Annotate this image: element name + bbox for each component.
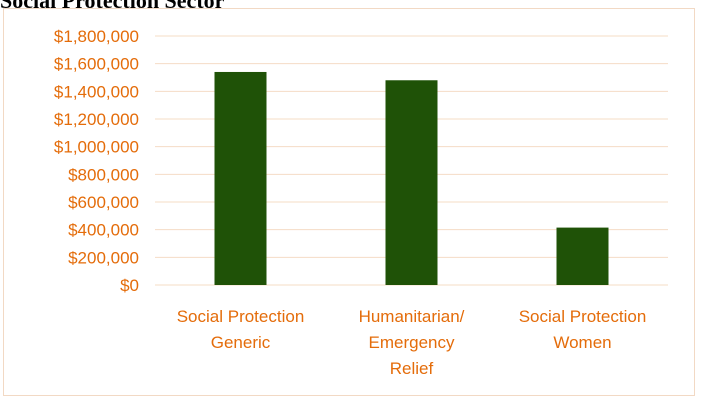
y-tick-label: $0 bbox=[120, 276, 139, 295]
y-tick-label: $1,600,000 bbox=[54, 55, 139, 74]
bar bbox=[214, 71, 267, 285]
y-tick-label: $1,400,000 bbox=[54, 82, 139, 101]
y-tick-label: $1,200,000 bbox=[54, 110, 139, 129]
y-tick-label: $400,000 bbox=[68, 221, 139, 240]
y-tick-label: $200,000 bbox=[68, 248, 139, 267]
y-tick-label: $600,000 bbox=[68, 193, 139, 212]
x-category-label: Social Protection Women bbox=[519, 307, 647, 352]
x-category-label: Humanitarian/Emergency Relief bbox=[359, 307, 465, 378]
bar bbox=[385, 80, 438, 286]
x-axis-category-labels: Social Protection Generic Humanitarian/Eme… bbox=[177, 307, 647, 378]
y-axis-tick-labels: $0 $200,000 $400,000 $600,000 $800,000 $1,000… bbox=[54, 27, 139, 295]
bars bbox=[214, 71, 609, 286]
x-category-label: Social Protection Generic bbox=[177, 307, 305, 352]
y-tick-label: $1,800,000 bbox=[54, 27, 139, 46]
y-tick-label: $1,000,000 bbox=[54, 138, 139, 157]
bar bbox=[556, 227, 609, 285]
y-tick-label: $800,000 bbox=[68, 165, 139, 184]
